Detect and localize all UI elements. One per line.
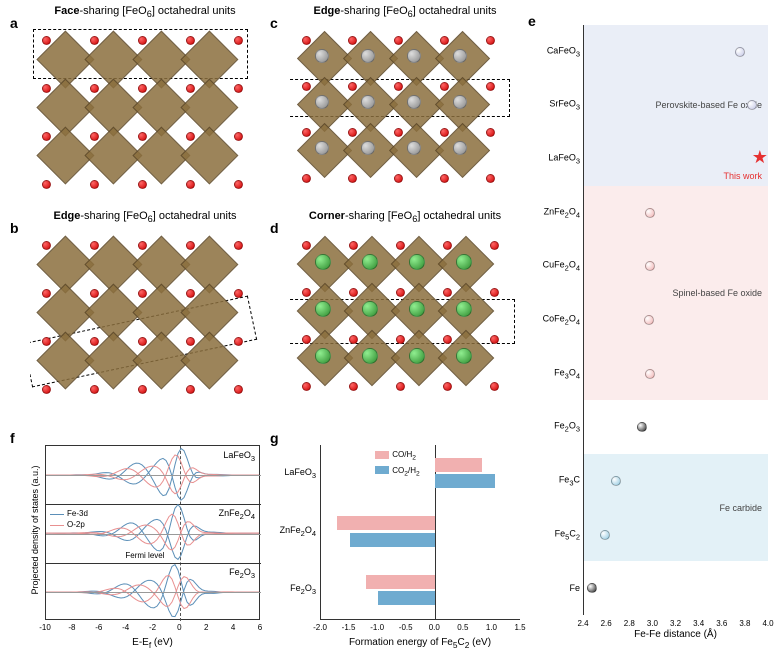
crystal-d [290, 224, 515, 414]
panel-b-label: b [10, 220, 19, 236]
xlabel-f: E-Ef (eV) [45, 637, 260, 650]
chart-e: Perovskite-based Fe oxideSpinel-based Fe… [583, 25, 768, 615]
crystal-c [290, 19, 510, 194]
panel-a: a Face-sharing [FeO6] octahedral units [10, 5, 260, 189]
panel-g: g CO/H2CO2/H2 LaFeO3ZnFe2O4Fe2O3 Formati… [270, 430, 525, 655]
crystal-a [30, 19, 260, 189]
panel-d-title: Corner-sharing [FeO6] octahedral units [290, 210, 520, 224]
panel-b-title: Edge-sharing [FeO6] octahedral units [30, 210, 260, 224]
panel-c-title: Edge-sharing [FeO6] octahedral units [290, 5, 520, 19]
panel-d-label: d [270, 220, 279, 236]
chart-f: LaFeO3ZnFe2O4Fe2O3Fe-3dO-2pFermi level [45, 445, 260, 620]
panel-f-label: f [10, 430, 15, 446]
panel-a-title: Face-sharing [FeO6] octahedral units [30, 5, 260, 19]
xlabel-e: Fe-Fe distance (Å) [583, 629, 768, 640]
ylabel-f: Projected density of states (a.u.) [30, 450, 40, 610]
ylabel-g-area: LaFeO3ZnFe2O4Fe2O3 [270, 445, 318, 620]
chart-g: CO/H2CO2/H2 [320, 445, 520, 620]
panel-b: b Edge-sharing [FeO6] octahedral units [10, 210, 260, 414]
panel-a-label: a [10, 15, 18, 31]
panel-e: e Perovskite-based Fe oxideSpinel-based … [528, 5, 773, 645]
panel-c: c Edge-sharing [FeO6] octahedral units [270, 5, 520, 194]
crystal-b [30, 224, 260, 414]
panel-c-label: c [270, 15, 278, 31]
xlabel-g: Formation energy of Fe5C2 (eV) [320, 637, 520, 650]
panel-g-label: g [270, 430, 279, 446]
panel-e-label: e [528, 13, 536, 29]
panel-f: f LaFeO3ZnFe2O4Fe2O3Fe-3dO-2pFermi level… [10, 430, 265, 655]
panel-d: d Corner-sharing [FeO6] octahedral units [270, 210, 520, 414]
